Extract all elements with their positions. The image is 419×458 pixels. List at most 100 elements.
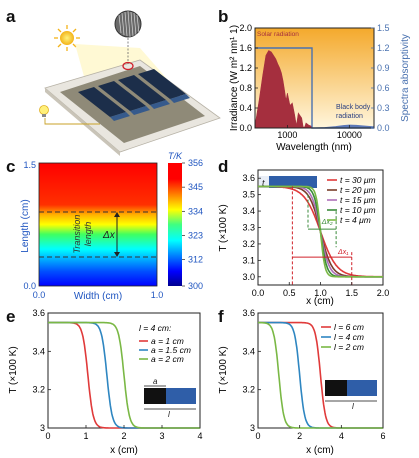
ytick-label-d: 3.4 bbox=[242, 206, 255, 216]
xtick-c-right: 1.0 bbox=[151, 290, 164, 300]
ylabel-b: Irradiance (W m² nm¹ 1) bbox=[229, 25, 240, 131]
colorbar-tick-label: 345 bbox=[188, 182, 203, 192]
legend-title-e: l = 4 cm: bbox=[139, 323, 172, 333]
microscope-inset bbox=[114, 10, 142, 38]
xtick-label-b: 10000 bbox=[337, 130, 362, 140]
xlabel-e: x (cm) bbox=[110, 445, 138, 456]
y2tick-label-b: 0.9 bbox=[377, 63, 390, 73]
legend-label-f: l = 6 cm bbox=[334, 322, 364, 332]
y2tick-label-b: 0.3 bbox=[377, 103, 390, 113]
ylabel-d: T (×100 K) bbox=[218, 204, 229, 251]
colorbar-title: T/K bbox=[168, 151, 183, 161]
colorbar-tick-label: 356 bbox=[188, 158, 203, 168]
xtick-label-d: 2.0 bbox=[377, 288, 390, 298]
transition-label-2: length bbox=[83, 222, 93, 247]
annotation-blackbody-1: Black body bbox=[336, 104, 371, 111]
stripe-array bbox=[78, 69, 190, 121]
panel-label-a: a bbox=[6, 7, 16, 26]
y2tick-label-b: 0.0 bbox=[377, 123, 390, 133]
ytick-label-f: 3.2 bbox=[242, 385, 255, 395]
ytick-label-f: 3 bbox=[250, 423, 255, 433]
legend-label-f: l = 4 cm bbox=[334, 332, 364, 342]
series-line bbox=[258, 185, 383, 278]
ytick-label-d: 3.2 bbox=[242, 239, 255, 249]
ytick-label-f: 3.6 bbox=[242, 308, 255, 318]
xtick-label-f: 2 bbox=[297, 431, 302, 441]
transition-label-1: Transition bbox=[72, 215, 82, 254]
xtick-label-d: 0.5 bbox=[283, 288, 296, 298]
panel-f: f 3 3.2 3.4 3.6 0 2 4 6 l = 6 cml = 4 cml = 2 c… bbox=[218, 307, 386, 456]
legend-label-e: a = 1 cm bbox=[151, 336, 184, 346]
xlabel-f: x (cm) bbox=[306, 445, 334, 456]
xlabel-b: Wavelength (nm) bbox=[276, 142, 352, 153]
delta-x-label: Δx bbox=[102, 230, 116, 241]
ytick-label-e: 3 bbox=[40, 423, 45, 433]
y2tick-label-b: 0.6 bbox=[377, 83, 390, 93]
substrate-edge bbox=[45, 88, 120, 156]
legend-label-d: t = 4 μm bbox=[340, 215, 371, 225]
inset-a-label: a bbox=[153, 377, 158, 386]
ylabel-c: Length (cm) bbox=[20, 199, 31, 252]
legend-label-d: t = 20 μm bbox=[340, 185, 376, 195]
xtick-label-b: 1000 bbox=[277, 130, 297, 140]
panel-c: c Δx Transition length 1.5 0.0 0.0 1.0 W… bbox=[6, 151, 203, 302]
ytick-label-b: 1.6 bbox=[239, 43, 252, 53]
legend-label-d: t = 10 μm bbox=[340, 205, 376, 215]
panel-label-d: d bbox=[218, 157, 228, 176]
ytick-c-bottom: 0.0 bbox=[23, 281, 36, 291]
xtick-label-e: 0 bbox=[45, 431, 50, 441]
inset-l-label-e: l bbox=[168, 410, 170, 419]
xlabel-c: Width (cm) bbox=[74, 291, 122, 302]
lightbulb-icon bbox=[39, 105, 49, 117]
panel-a: a bbox=[6, 7, 221, 156]
ytick-label-b: 0.4 bbox=[239, 103, 252, 113]
ytick-label-d: 3.6 bbox=[242, 173, 255, 183]
xtick-label-d: 1.0 bbox=[314, 288, 327, 298]
ytick-label-b: 1.2 bbox=[239, 63, 252, 73]
legend-label-f: l = 2 cm bbox=[334, 342, 364, 352]
xtick-label-d: 0.0 bbox=[252, 288, 265, 298]
ytick-label-d: 3.5 bbox=[242, 190, 255, 200]
highlight-ring bbox=[122, 61, 134, 71]
y2tick-label-b: 1.2 bbox=[377, 43, 390, 53]
xtick-c-left: 0.0 bbox=[33, 290, 46, 300]
series-line bbox=[258, 321, 383, 429]
ytick-label-d: 3.3 bbox=[242, 223, 255, 233]
colorbar-tick-label: 334 bbox=[188, 206, 203, 216]
xtick-label-f: 0 bbox=[255, 431, 260, 441]
inset-l-label-f: l bbox=[352, 402, 354, 411]
legend-label-d: t = 15 μm bbox=[340, 195, 376, 205]
ytick-label-b: 0.8 bbox=[239, 83, 252, 93]
frame-b bbox=[254, 27, 375, 129]
xtick-label-f: 4 bbox=[339, 431, 344, 441]
panel-label-c: c bbox=[6, 157, 15, 176]
inset-label-d: t bbox=[262, 178, 265, 188]
frame-c bbox=[38, 162, 158, 287]
annotation-solar: Solar radiation bbox=[257, 31, 299, 38]
xtick-label-e: 4 bbox=[197, 431, 202, 441]
ytick-label-d: 3.0 bbox=[242, 272, 255, 282]
ytick-label-e: 3.4 bbox=[32, 346, 45, 356]
colorbar-tick-label: 300 bbox=[188, 281, 203, 291]
xtick-label-e: 3 bbox=[159, 431, 164, 441]
y2tick-label-b: 1.5 bbox=[377, 23, 390, 33]
ylabel-f: T (×100 K) bbox=[218, 346, 229, 393]
xtick-label-e: 2 bbox=[121, 431, 126, 441]
ytick-label-e: 3.6 bbox=[32, 308, 45, 318]
xtick-label-e: 1 bbox=[83, 431, 88, 441]
legend-label-e: a = 2 cm bbox=[151, 354, 184, 364]
y2label-b: Spectra absorptivity bbox=[400, 34, 411, 122]
inset-bar-f: l bbox=[325, 380, 377, 411]
ytick-label-e: 3.2 bbox=[32, 385, 45, 395]
inset-bar-e: a l bbox=[144, 377, 196, 419]
dx2-label: Δx₂ bbox=[321, 219, 333, 226]
series-line bbox=[48, 321, 200, 429]
ylabel-e: T (×100 K) bbox=[8, 346, 19, 393]
colorbar-tick-label: 323 bbox=[188, 230, 203, 240]
colorbar-tick-label: 312 bbox=[188, 255, 203, 265]
dx1-label: Δx₁ bbox=[337, 249, 349, 256]
colorbar bbox=[168, 163, 182, 286]
ytick-label-d: 3.1 bbox=[242, 255, 255, 265]
annotation-blackbody-2: radiation bbox=[336, 113, 363, 120]
